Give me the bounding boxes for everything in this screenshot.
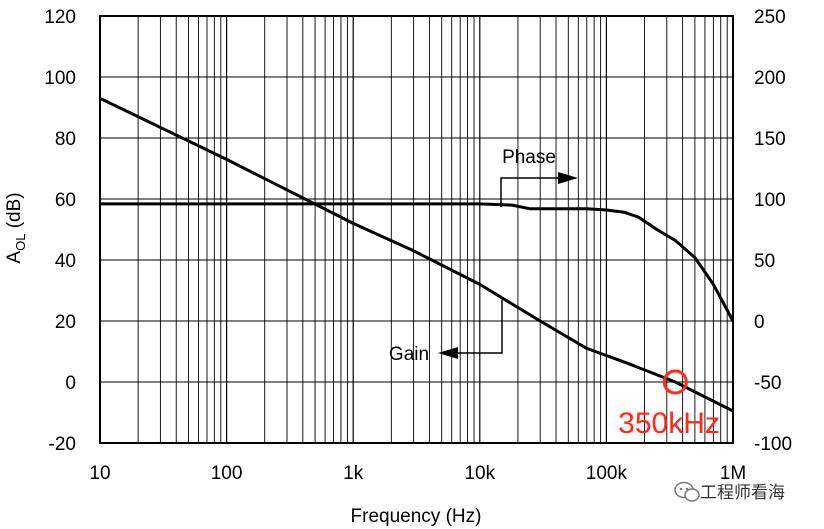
x-tick-label: 1k bbox=[343, 463, 364, 484]
gain-annotation-label: Gain bbox=[389, 344, 429, 365]
x-tick-label: 10k bbox=[464, 463, 495, 484]
x-axis-label: Frequency (Hz) bbox=[351, 506, 482, 527]
y2-tick-label: 150 bbox=[754, 129, 786, 150]
gain-annotation-arrow-line bbox=[456, 300, 503, 354]
watermark: 工程师看海 bbox=[674, 481, 785, 503]
phase-annotation-arrow-line bbox=[500, 177, 560, 207]
y-tick-label: 60 bbox=[55, 190, 76, 211]
y-tick-label: 120 bbox=[44, 7, 76, 28]
x-tick-label: 100 bbox=[211, 463, 243, 484]
marker-label: 350kHz bbox=[618, 407, 720, 440]
chart-series bbox=[99, 96, 735, 413]
y-tick-label: 0 bbox=[65, 373, 76, 394]
watermark-text: 工程师看海 bbox=[700, 483, 785, 503]
y-tick-label: -20 bbox=[49, 434, 76, 455]
y-axis-label-unit: (dB) bbox=[4, 192, 25, 233]
phase-annotation-label: Phase bbox=[502, 147, 556, 168]
gain-annotation: Gain bbox=[389, 300, 503, 365]
svg-text:AOL (dB): AOL (dB) bbox=[4, 192, 28, 263]
phase-annotation-arrowhead bbox=[558, 172, 578, 184]
plot-frame bbox=[99, 15, 734, 444]
y-tick-label: 100 bbox=[44, 68, 76, 89]
x-tick-label: 100k bbox=[586, 463, 628, 484]
phase-annotation: Phase bbox=[500, 147, 578, 207]
gain-annotation-arrowhead bbox=[438, 347, 458, 359]
wechat-icon bbox=[674, 481, 700, 502]
y2-tick-label: 0 bbox=[754, 312, 765, 333]
y2-tick-label: -100 bbox=[754, 434, 792, 455]
x-tick-label: 1M bbox=[720, 463, 746, 484]
y-axis-label: AOL (dB) bbox=[4, 192, 28, 263]
y-axis-label-sub: OL bbox=[13, 234, 28, 251]
series-line-gain bbox=[99, 96, 734, 413]
x-tick-label: 10 bbox=[89, 463, 110, 484]
y-axis-label-main: A bbox=[4, 251, 25, 264]
y2-tick-label: -50 bbox=[754, 373, 781, 394]
y2-tick-label: 100 bbox=[754, 190, 786, 211]
series-line-phase bbox=[100, 202, 735, 322]
chart-ticks: 10 100 1k 10k 100k 1M120100806040200-20250200… bbox=[44, 7, 792, 484]
marker-circle bbox=[662, 369, 688, 395]
y2-tick-label: 250 bbox=[754, 7, 786, 28]
y2-tick-label: 50 bbox=[754, 251, 775, 272]
y-tick-label: 40 bbox=[55, 251, 76, 272]
y-tick-label: 20 bbox=[55, 312, 76, 333]
frequency-marker: 350kHz bbox=[618, 369, 720, 440]
y-tick-label: 80 bbox=[55, 129, 76, 150]
y2-tick-label: 200 bbox=[754, 68, 786, 89]
chart-grid bbox=[99, 15, 733, 444]
